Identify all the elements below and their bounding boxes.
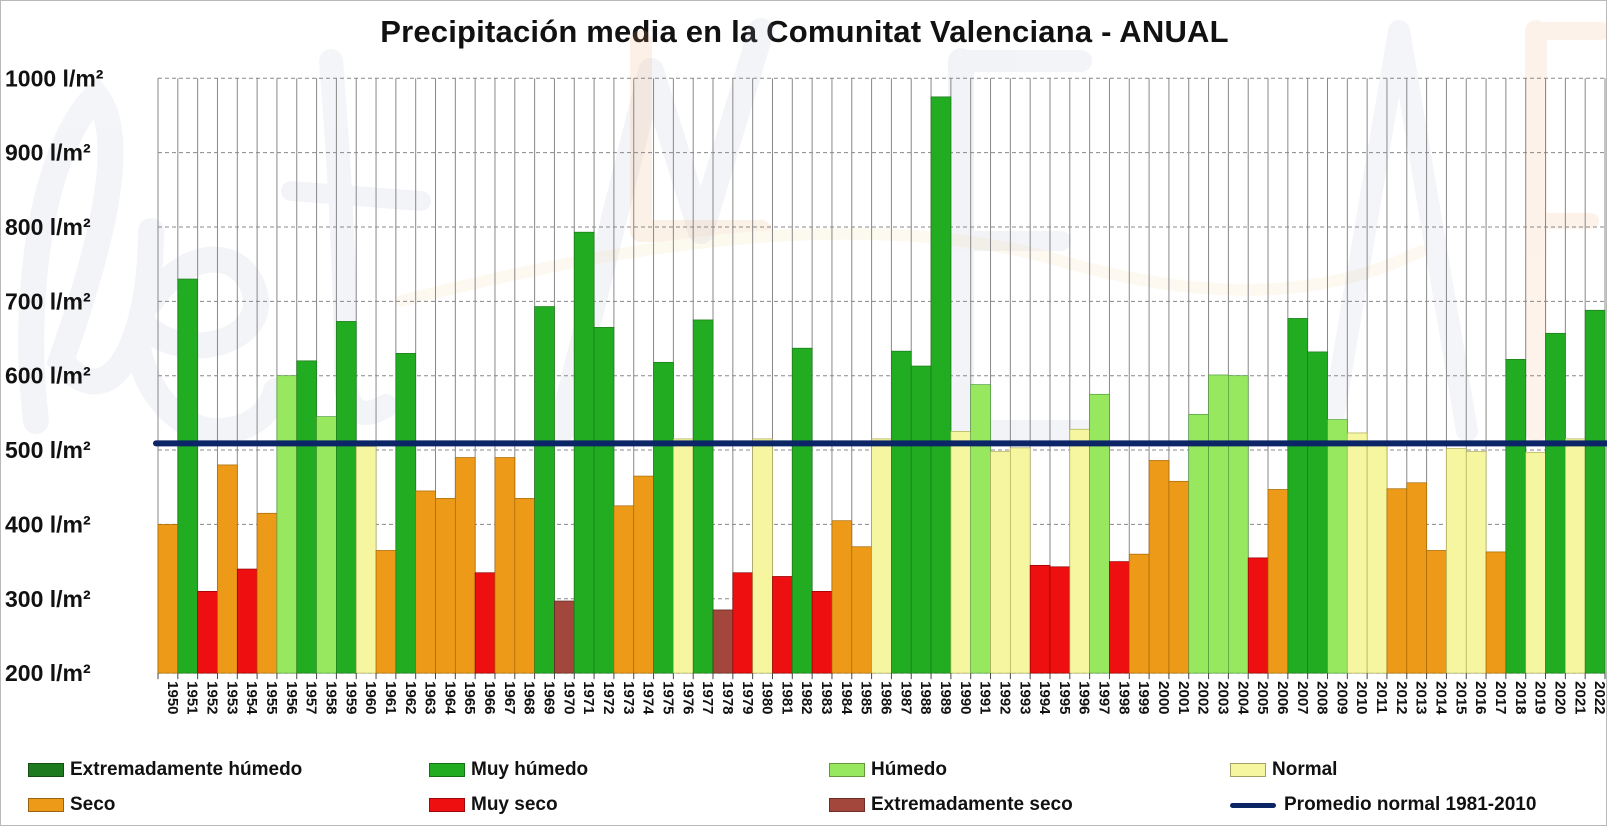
svg-text:1980: 1980 [759,681,776,714]
svg-text:2018: 2018 [1512,681,1529,714]
svg-text:1991: 1991 [977,681,994,714]
svg-text:1951: 1951 [184,681,201,714]
svg-text:1953: 1953 [223,681,240,714]
svg-text:1993: 1993 [1016,681,1033,714]
svg-text:1976: 1976 [679,681,696,714]
svg-text:2014: 2014 [1433,681,1450,715]
svg-text:1987: 1987 [897,681,914,714]
svg-text:1983: 1983 [818,681,835,714]
svg-text:1985: 1985 [858,681,875,714]
svg-text:600 l/m²: 600 l/m² [5,363,91,389]
svg-text:1958: 1958 [322,681,339,714]
svg-text:1966: 1966 [481,681,498,714]
svg-text:1968: 1968 [521,681,538,714]
svg-text:1977: 1977 [699,681,716,714]
svg-text:1950: 1950 [164,681,181,714]
svg-text:2021: 2021 [1571,681,1588,714]
svg-text:2009: 2009 [1333,681,1350,714]
svg-text:1955: 1955 [263,681,280,714]
svg-text:2002: 2002 [1195,681,1212,714]
svg-text:1963: 1963 [422,681,439,714]
svg-text:1954: 1954 [243,681,260,715]
svg-text:1959: 1959 [342,681,359,714]
svg-text:2003: 2003 [1214,681,1231,714]
svg-text:1984: 1984 [838,681,855,715]
svg-text:1975: 1975 [659,681,676,714]
svg-text:700 l/m²: 700 l/m² [5,288,91,314]
svg-text:2006: 2006 [1274,681,1291,714]
svg-text:2007: 2007 [1294,681,1311,714]
svg-text:1952: 1952 [204,681,221,714]
svg-text:1969: 1969 [541,681,558,714]
svg-text:1964: 1964 [441,681,458,715]
svg-text:2010: 2010 [1353,681,1370,714]
svg-text:1961: 1961 [382,681,399,714]
svg-text:1996: 1996 [1076,681,1093,714]
svg-text:2008: 2008 [1314,681,1331,714]
svg-text:1965: 1965 [461,681,478,714]
svg-text:2020: 2020 [1551,681,1568,714]
svg-text:1978: 1978 [719,681,736,714]
svg-text:900 l/m²: 900 l/m² [5,140,91,166]
svg-text:1979: 1979 [739,681,756,714]
svg-text:1000 l/m²: 1000 l/m² [5,65,104,91]
svg-text:2001: 2001 [1175,681,1192,714]
svg-text:400 l/m²: 400 l/m² [5,511,91,537]
svg-text:2000: 2000 [1155,681,1172,714]
svg-text:1956: 1956 [283,681,300,714]
svg-text:1998: 1998 [1115,681,1132,714]
svg-text:1990: 1990 [957,681,974,714]
svg-text:1970: 1970 [560,681,577,714]
svg-text:2012: 2012 [1393,681,1410,714]
svg-text:1971: 1971 [580,681,597,714]
svg-text:1973: 1973 [620,681,637,714]
svg-text:2013: 2013 [1413,681,1430,714]
svg-text:1995: 1995 [1056,681,1073,714]
svg-text:1989: 1989 [937,681,954,714]
svg-text:200 l/m²: 200 l/m² [5,660,91,686]
svg-text:1982: 1982 [798,681,815,714]
svg-text:800 l/m²: 800 l/m² [5,214,91,240]
svg-text:1994: 1994 [1036,681,1053,715]
svg-text:2022: 2022 [1591,681,1607,714]
svg-text:2005: 2005 [1254,681,1271,714]
svg-text:1992: 1992 [996,681,1013,714]
svg-text:1986: 1986 [878,681,895,714]
svg-text:500 l/m²: 500 l/m² [5,437,91,463]
svg-text:2019: 2019 [1532,681,1549,714]
svg-text:1997: 1997 [1096,681,1113,714]
svg-text:1972: 1972 [600,681,617,714]
svg-text:2004: 2004 [1234,681,1251,715]
svg-text:1962: 1962 [402,681,419,714]
svg-text:1974: 1974 [640,681,657,715]
svg-text:1960: 1960 [362,681,379,714]
svg-text:300 l/m²: 300 l/m² [5,586,91,612]
svg-text:2016: 2016 [1472,681,1489,714]
svg-text:2011: 2011 [1373,681,1390,714]
svg-text:2015: 2015 [1452,681,1469,714]
svg-text:1957: 1957 [303,681,320,714]
svg-text:1981: 1981 [778,681,795,714]
svg-text:1967: 1967 [501,681,518,714]
svg-text:1999: 1999 [1135,681,1152,714]
svg-text:1988: 1988 [917,681,934,714]
svg-text:2017: 2017 [1492,681,1509,714]
